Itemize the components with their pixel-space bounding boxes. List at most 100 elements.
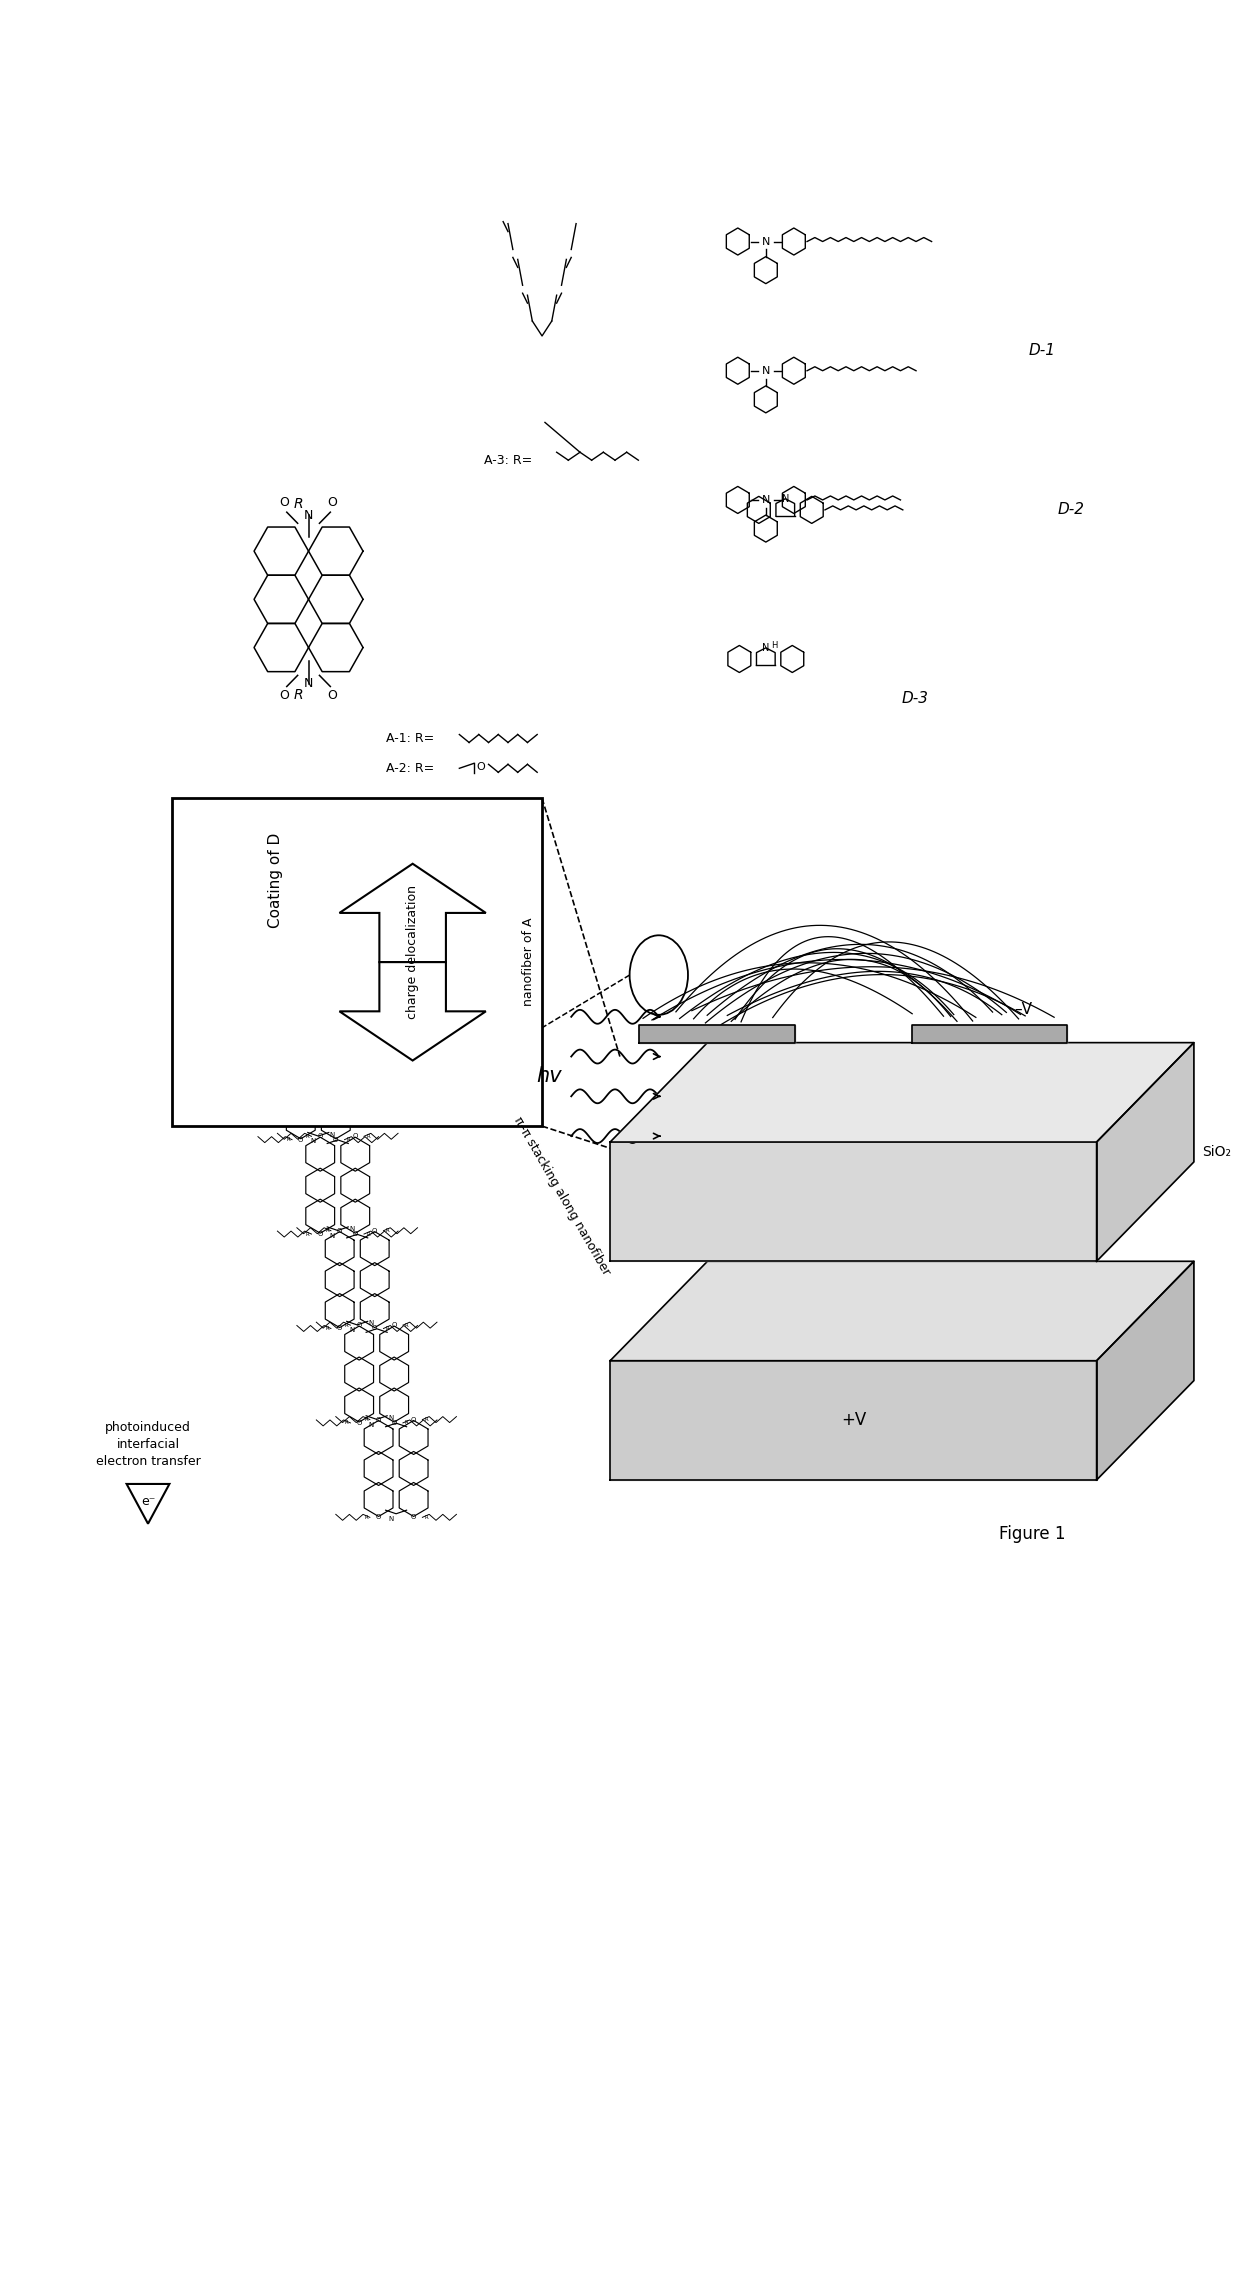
Text: R: R bbox=[327, 1042, 331, 1047]
Text: R: R bbox=[308, 948, 311, 953]
Text: Coating of D: Coating of D bbox=[268, 833, 284, 928]
Text: O: O bbox=[327, 496, 337, 510]
Text: R: R bbox=[286, 1137, 290, 1141]
Text: charge delocalization: charge delocalization bbox=[407, 886, 419, 1019]
Text: –V: –V bbox=[1014, 1003, 1033, 1017]
Text: N: N bbox=[304, 510, 314, 521]
Text: N: N bbox=[761, 365, 770, 377]
Text: N: N bbox=[388, 1414, 393, 1421]
Text: N: N bbox=[368, 1421, 374, 1428]
Text: N: N bbox=[388, 1515, 393, 1522]
Text: R: R bbox=[327, 946, 331, 951]
Text: O: O bbox=[334, 1137, 339, 1143]
Text: R: R bbox=[365, 1417, 368, 1421]
Text: N: N bbox=[761, 236, 770, 246]
Polygon shape bbox=[126, 1483, 170, 1525]
Polygon shape bbox=[1096, 1042, 1194, 1261]
Text: O: O bbox=[410, 1417, 417, 1424]
Text: R: R bbox=[294, 689, 304, 703]
Text: N: N bbox=[763, 643, 770, 652]
Text: R: R bbox=[294, 496, 304, 510]
Text: O: O bbox=[314, 944, 319, 951]
Text: O: O bbox=[259, 850, 264, 856]
Text: N: N bbox=[350, 1226, 355, 1233]
Text: N: N bbox=[368, 1320, 374, 1327]
Text: N: N bbox=[272, 951, 277, 955]
Text: R: R bbox=[325, 1228, 329, 1233]
FancyArrow shape bbox=[340, 962, 486, 1061]
Text: R: R bbox=[286, 1040, 290, 1045]
Text: R: R bbox=[405, 1322, 409, 1327]
Text: R: R bbox=[345, 1322, 348, 1327]
Text: R: R bbox=[365, 1515, 368, 1520]
Text: O: O bbox=[352, 1134, 358, 1139]
Text: O: O bbox=[334, 1038, 339, 1045]
Text: O: O bbox=[410, 1515, 417, 1520]
Text: N: N bbox=[330, 1132, 335, 1137]
Text: R: R bbox=[346, 1137, 351, 1141]
Text: R: R bbox=[386, 1228, 389, 1233]
Text: N: N bbox=[291, 944, 296, 948]
Text: O: O bbox=[259, 948, 264, 953]
Text: D-1: D-1 bbox=[1028, 344, 1055, 358]
Text: R: R bbox=[306, 1231, 310, 1238]
Bar bbox=[172, 799, 542, 1125]
Text: O: O bbox=[279, 1042, 284, 1049]
Text: R: R bbox=[366, 1134, 370, 1139]
Text: R: R bbox=[424, 1515, 428, 1520]
Text: O: O bbox=[337, 1228, 342, 1233]
Text: R: R bbox=[424, 1417, 428, 1421]
Text: N: N bbox=[310, 1139, 316, 1143]
Polygon shape bbox=[1096, 1261, 1194, 1481]
Text: Figure 1: Figure 1 bbox=[999, 1525, 1066, 1543]
Text: R: R bbox=[247, 948, 250, 953]
Polygon shape bbox=[610, 1141, 1096, 1261]
Text: O: O bbox=[298, 1137, 304, 1143]
Polygon shape bbox=[911, 1024, 1068, 1042]
Polygon shape bbox=[610, 1042, 1194, 1141]
Text: O: O bbox=[317, 1231, 322, 1238]
Polygon shape bbox=[610, 1362, 1096, 1481]
FancyArrow shape bbox=[340, 863, 486, 962]
Text: O: O bbox=[376, 1515, 381, 1520]
Text: O: O bbox=[314, 1042, 319, 1049]
Text: O: O bbox=[392, 1322, 397, 1327]
Text: O: O bbox=[294, 948, 300, 953]
Text: e⁻: e⁻ bbox=[141, 1495, 155, 1508]
Text: O: O bbox=[280, 496, 289, 510]
Text: O: O bbox=[317, 1134, 322, 1139]
Text: +V: +V bbox=[841, 1412, 866, 1430]
Text: R: R bbox=[345, 1421, 348, 1426]
Text: R: R bbox=[366, 1231, 370, 1238]
Text: R: R bbox=[308, 850, 311, 856]
Text: O: O bbox=[352, 1231, 358, 1238]
Polygon shape bbox=[640, 1024, 795, 1042]
Text: O: O bbox=[372, 1228, 377, 1233]
Text: R: R bbox=[386, 1327, 389, 1332]
Text: R: R bbox=[325, 1327, 329, 1332]
Text: O: O bbox=[356, 1322, 362, 1327]
Text: R: R bbox=[267, 946, 270, 951]
Text: N: N bbox=[291, 1045, 296, 1049]
Text: A-1: R=: A-1: R= bbox=[387, 732, 435, 744]
Text: O: O bbox=[376, 1417, 381, 1424]
Text: O: O bbox=[279, 944, 284, 951]
Text: N: N bbox=[350, 1327, 355, 1334]
Text: R: R bbox=[247, 850, 250, 856]
Text: O: O bbox=[327, 689, 337, 703]
Polygon shape bbox=[610, 1261, 1194, 1362]
Text: R: R bbox=[405, 1421, 409, 1426]
Text: O: O bbox=[298, 1038, 304, 1045]
Text: R: R bbox=[306, 1134, 310, 1139]
Text: H: H bbox=[771, 641, 777, 650]
Text: hv: hv bbox=[536, 1065, 562, 1086]
Text: SiO₂: SiO₂ bbox=[1202, 1146, 1230, 1159]
Text: N: N bbox=[761, 496, 770, 505]
Text: π–π stacking along nanofiber: π–π stacking along nanofiber bbox=[511, 1114, 613, 1277]
Text: N: N bbox=[330, 1233, 335, 1240]
Text: O: O bbox=[392, 1419, 397, 1426]
Text: nanofiber of A: nanofiber of A bbox=[522, 918, 536, 1006]
Text: D-3: D-3 bbox=[901, 691, 929, 707]
Text: N: N bbox=[781, 494, 789, 503]
Text: O: O bbox=[356, 1419, 362, 1426]
